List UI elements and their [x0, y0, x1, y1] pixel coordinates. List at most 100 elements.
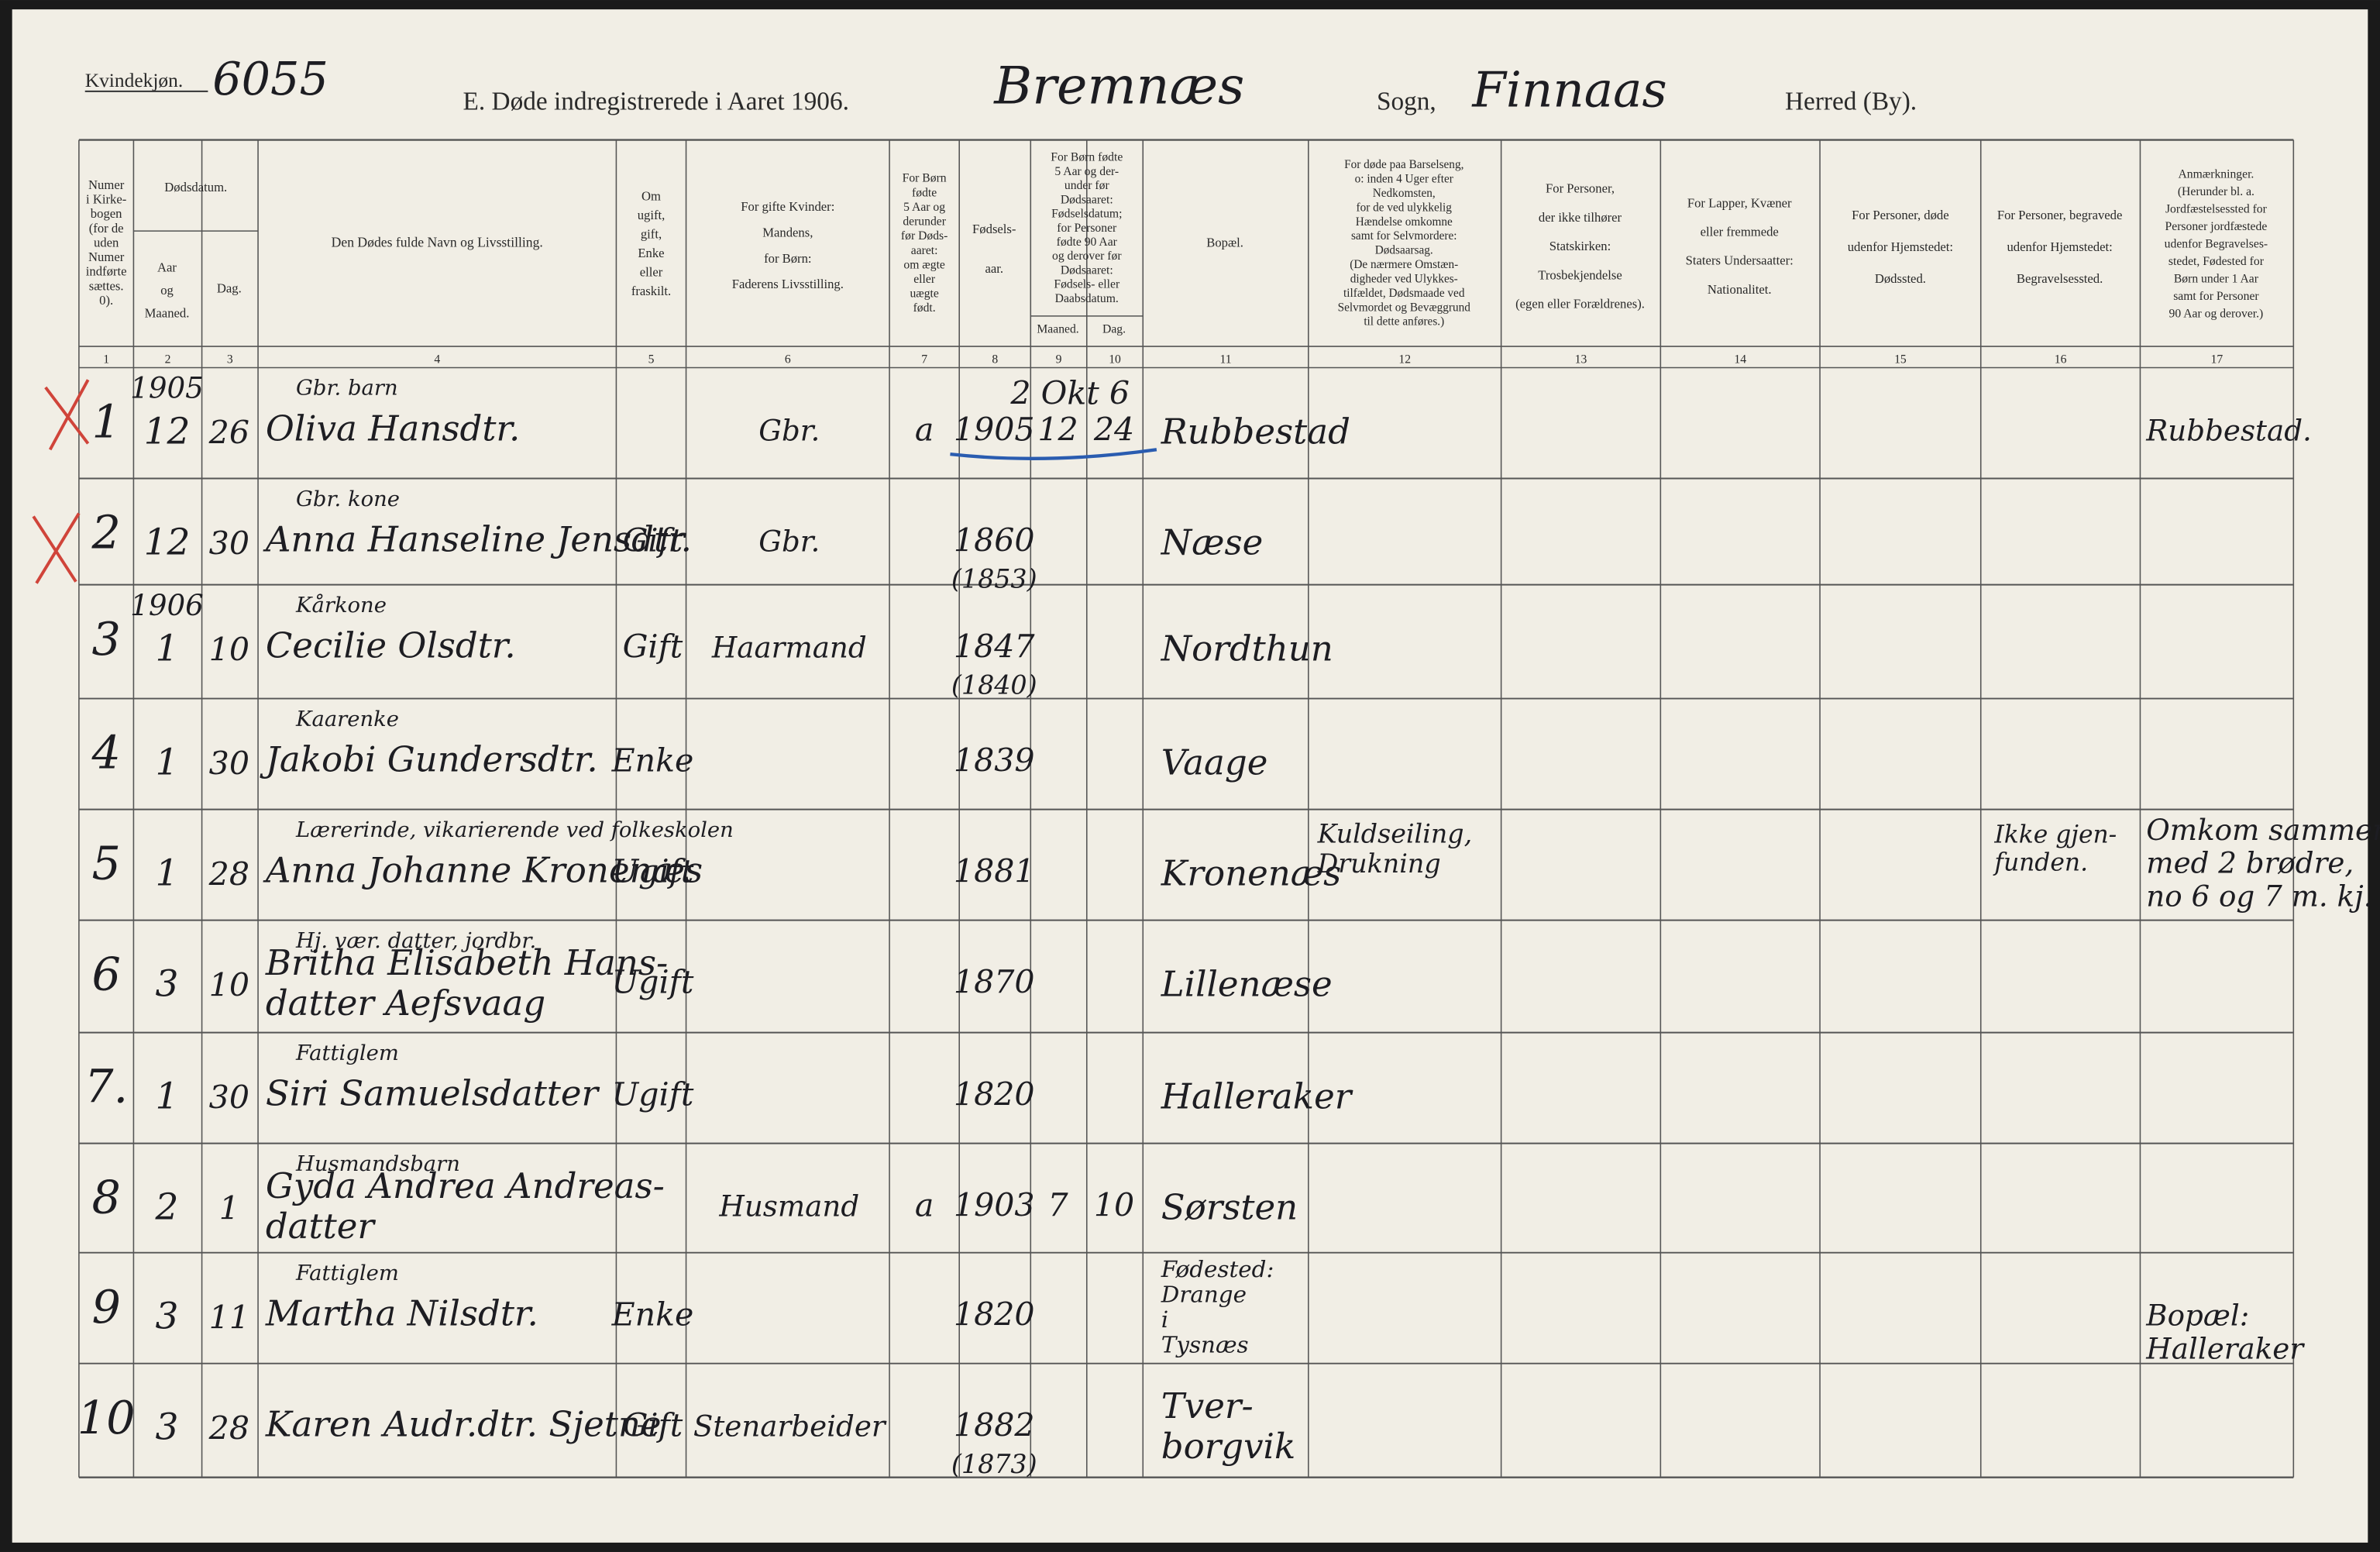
cell-bopael: Drange	[1161, 1281, 1247, 1307]
col-header: udenfor Begravelses-	[2165, 237, 2268, 250]
col-header: Fødsels- eller	[1054, 278, 1120, 291]
cell-bopael: borgvik	[1161, 1426, 1295, 1467]
col-number: 17	[2211, 353, 2224, 366]
col-header: 5 Aar og der-	[1054, 165, 1119, 178]
col-header: Jordfæstelsessted for	[2165, 202, 2268, 215]
cell-forsorger: Gbr.	[758, 525, 820, 559]
cell-navn: Oliva Hansdtr.	[266, 408, 520, 449]
cell-dag: 28	[208, 856, 249, 893]
col-number: 3	[227, 353, 233, 366]
col-header: Faderens Livsstilling.	[732, 277, 844, 291]
col-header: For Lapper, Kvæner	[1687, 195, 1792, 210]
col-header: Dag.	[1102, 322, 1126, 336]
col-header: fødte 90 Aar	[1057, 236, 1118, 249]
cell-f_dag: 24	[1093, 411, 1134, 449]
col-header: uægte	[910, 287, 938, 301]
red-cross	[32, 512, 81, 584]
col-number: 10	[1109, 353, 1121, 366]
herred-label: Herred (By).	[1785, 87, 1917, 115]
col-header: uden	[94, 235, 119, 249]
cell-fodselsaar: 1847	[954, 628, 1035, 666]
cell-dodssted: funden.	[1993, 849, 2088, 877]
cell-stilling: Kårkone	[295, 593, 387, 618]
cell-navn: Martha Nilsdtr.	[265, 1293, 538, 1334]
cell-status: Ugift	[612, 964, 694, 1001]
cell-fodselsaar_alt: (1853)	[951, 564, 1037, 594]
col-header: ugift,	[638, 208, 666, 222]
cell-annotation: 2 Okt 6	[1009, 375, 1130, 412]
col-header: Aar	[157, 260, 177, 275]
cell-navn: datter Aefsvaag	[266, 982, 545, 1024]
col-header: For Børn	[903, 172, 947, 185]
cell-anmerkning: Rubbestad.	[2145, 414, 2312, 448]
col-header: For Børn fødte	[1051, 151, 1123, 164]
cell-dag: 1	[219, 1190, 239, 1227]
red-cross	[44, 379, 90, 451]
cell-stilling: Fattiglem	[295, 1261, 399, 1285]
col-header: om ægte	[903, 258, 945, 271]
cell-aegte: a	[915, 1187, 934, 1224]
cell-dag: 30	[209, 745, 249, 783]
cell-nr: 6	[91, 948, 120, 1001]
col-header: Maaned.	[1037, 322, 1078, 336]
col-header: Bopæl.	[1206, 236, 1243, 250]
col-header: derunder	[903, 215, 946, 229]
col-header: udenfor Hjemstedet:	[1848, 239, 1953, 254]
cell-stilling: Gbr. barn	[296, 377, 398, 401]
col-header: i Kirke-	[86, 192, 126, 207]
cell-status: Gift	[623, 628, 683, 666]
col-number: 11	[1220, 353, 1232, 366]
col-number: 9	[1056, 353, 1062, 366]
table-grid	[78, 139, 2295, 1478]
cell-fodselsaar: 1820	[954, 1296, 1035, 1333]
cell-dag: 30	[209, 1079, 249, 1117]
cell-navn: Siri Samuelsdatter	[266, 1073, 600, 1114]
col-number: 1	[103, 353, 109, 366]
cell-stilling: Husmandsbarn	[295, 1152, 460, 1176]
col-header: Trosbekjendelse	[1538, 267, 1622, 282]
col-header: gift,	[641, 227, 662, 242]
parish-name: Bremnæs	[992, 56, 1244, 116]
cell-navn: datter	[266, 1206, 377, 1247]
col-header: født.	[913, 301, 936, 315]
col-header: (egen eller Forældrenes).	[1515, 297, 1645, 311]
col-header: Dødsaaret:	[1061, 193, 1113, 206]
col-number: 14	[1734, 353, 1746, 366]
cell-navn: Anna Hanseline Jensdtr.	[263, 519, 692, 560]
cell-maaned: 2	[155, 1186, 179, 1229]
col-header: Numer	[88, 249, 125, 264]
col-header: Fødselsdatum;	[1051, 208, 1122, 221]
col-header: For Personer, døde	[1852, 208, 1949, 222]
cell-bopael: Kronenæs	[1161, 853, 1341, 894]
col-header: og	[160, 283, 174, 298]
cell-nr: 3	[91, 612, 120, 666]
cell-navn: Anna Johanne Kronenæs	[263, 850, 703, 891]
col-header: til dette anføres.)	[1364, 315, 1444, 329]
col-header: aaret:	[911, 244, 938, 257]
cell-navn: Britha Elisabeth Hans-	[265, 942, 668, 983]
cell-fodselsaar: 1882	[954, 1407, 1035, 1444]
col-header: Dødsaarsag.	[1375, 244, 1433, 257]
sogn-label: Sogn,	[1377, 87, 1436, 115]
cell-stilling: Fattiglem	[295, 1041, 399, 1065]
cell-forsorger: Haarmand	[711, 631, 867, 665]
col-header: der ikke tilhører	[1539, 210, 1622, 225]
col-header: For døde paa Barselseng,	[1344, 158, 1463, 171]
col-header: Maaned.	[145, 305, 190, 320]
cell-f_maaned: 12	[1037, 411, 1078, 449]
col-header: eller	[913, 273, 936, 286]
cell-f_maaned: 7	[1047, 1187, 1068, 1224]
cell-fodselsaar: 1860	[954, 522, 1035, 559]
cell-nr: 2	[91, 506, 120, 559]
cell-dag: 28	[208, 1410, 249, 1447]
cell-navn: Karen Audr.dtr. Sjetne	[265, 1404, 662, 1445]
cell-bopael: Næse	[1161, 521, 1264, 563]
cell-forsorger: Husmand	[718, 1189, 859, 1223]
cell-maaned: 12	[144, 410, 191, 453]
cell-bopael: Vaage	[1161, 742, 1268, 783]
col-header: For Personer,	[1546, 181, 1615, 196]
col-header: (for de	[89, 221, 124, 236]
cell-dag: 11	[209, 1299, 249, 1337]
cell-anmerkning: med 2 brødre,	[2146, 846, 2354, 880]
